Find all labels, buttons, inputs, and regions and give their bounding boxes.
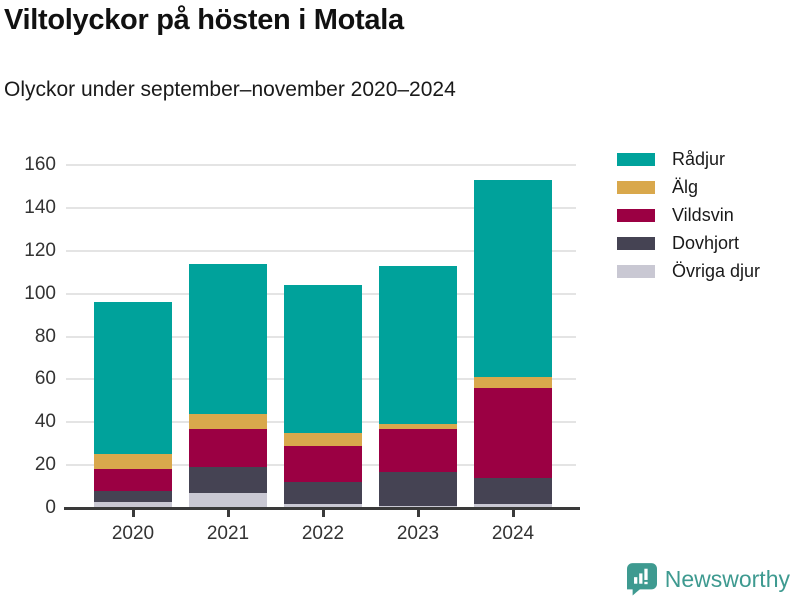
- legend-label: Rådjur: [672, 149, 726, 169]
- bar-segment-2021-Älg: [189, 413, 267, 429]
- y-axis-label: 120: [24, 239, 56, 261]
- legend-item-Rådjur: Rådjur: [617, 149, 760, 170]
- y-axis-label: 60: [34, 368, 56, 390]
- bar-segment-2020-Övriga djur: [94, 501, 172, 508]
- y-axis-label: 40: [34, 411, 56, 433]
- legend-item-Övriga djur: Övriga djur: [617, 261, 760, 282]
- y-axis-label: 140: [24, 196, 56, 218]
- x-axis: [64, 506, 580, 510]
- bar-segment-2024-Älg: [474, 377, 552, 388]
- legend-swatch: [617, 265, 655, 278]
- x-axis-tick: [416, 510, 420, 517]
- bar-segment-2022-Dovhjort: [284, 482, 362, 504]
- bar-segment-2021-Rådjur: [189, 263, 267, 414]
- gridline: [66, 249, 576, 252]
- bar-segment-2022-Vildsvin: [284, 445, 362, 483]
- brand-name: Newsworthy: [664, 566, 790, 592]
- x-axis-label: 2020: [111, 523, 155, 544]
- x-axis-tick: [226, 510, 230, 517]
- legend-item-Dovhjort: Dovhjort: [617, 233, 760, 254]
- bar-segment-2023-Vildsvin: [379, 428, 457, 472]
- legend-label: Vildsvin: [672, 205, 734, 225]
- legend-label: Övriga djur: [672, 261, 761, 281]
- bar-segment-2023-Rådjur: [379, 265, 457, 425]
- bar-segment-2024-Rådjur: [474, 180, 552, 378]
- bar-segment-2022-Rådjur: [284, 285, 362, 433]
- x-axis-tick: [321, 510, 325, 517]
- bar-segment-2021-Vildsvin: [189, 428, 267, 468]
- chart-title: Viltolyckor på hösten i Motala: [4, 4, 404, 36]
- legend-item-Älg: Älg: [617, 177, 760, 198]
- x-axis-tick: [511, 510, 515, 517]
- y-axis-label: 20: [34, 454, 56, 476]
- bar-segment-2022-Övriga djur: [284, 503, 362, 508]
- bar-segment-2021-Dovhjort: [189, 467, 267, 493]
- x-axis-label: 2021: [206, 523, 250, 544]
- legend-swatch: [617, 209, 655, 222]
- bar-segment-2023-Dovhjort: [379, 471, 457, 506]
- x-axis-tick: [131, 510, 135, 517]
- bar-segment-2020-Dovhjort: [94, 490, 172, 502]
- bar-segment-2024-Vildsvin: [474, 387, 552, 478]
- y-axis-label: 160: [24, 154, 56, 175]
- bar-segment-2024-Övriga djur: [474, 503, 552, 508]
- legend-label: Älg: [672, 177, 699, 197]
- bar-segment-2023-Älg: [379, 424, 457, 429]
- bar-segment-2020-Älg: [94, 454, 172, 470]
- y-axis-label: 0: [45, 497, 56, 518]
- x-axis-label: 2024: [491, 523, 535, 544]
- legend-item-Vildsvin: Vildsvin: [617, 205, 760, 226]
- legend-swatch: [617, 237, 655, 250]
- bar-segment-2020-Rådjur: [94, 302, 172, 455]
- newsworthy-logo-icon: [626, 563, 657, 596]
- brand-footer: Newsworthy: [626, 563, 790, 596]
- bar-segment-2022-Älg: [284, 432, 362, 446]
- bar-segment-2020-Vildsvin: [94, 469, 172, 491]
- legend-swatch: [617, 153, 655, 166]
- legend-label: Dovhjort: [672, 233, 740, 253]
- legend-swatch: [617, 181, 655, 194]
- chart-subtitle: Olyckor under september–november 2020–20…: [4, 78, 456, 101]
- x-axis-label: 2022: [301, 523, 345, 544]
- bar-segment-2024-Dovhjort: [474, 477, 552, 504]
- gridline: [66, 206, 576, 209]
- y-axis-label: 100: [24, 282, 56, 304]
- legend: Rådjur Älg Vildsvin Dovhjort Övriga djur: [617, 149, 760, 289]
- gridline: [66, 164, 576, 166]
- x-axis-label: 2023: [396, 523, 440, 544]
- y-axis-label: 80: [34, 325, 56, 347]
- bar-segment-2021-Övriga djur: [189, 492, 267, 508]
